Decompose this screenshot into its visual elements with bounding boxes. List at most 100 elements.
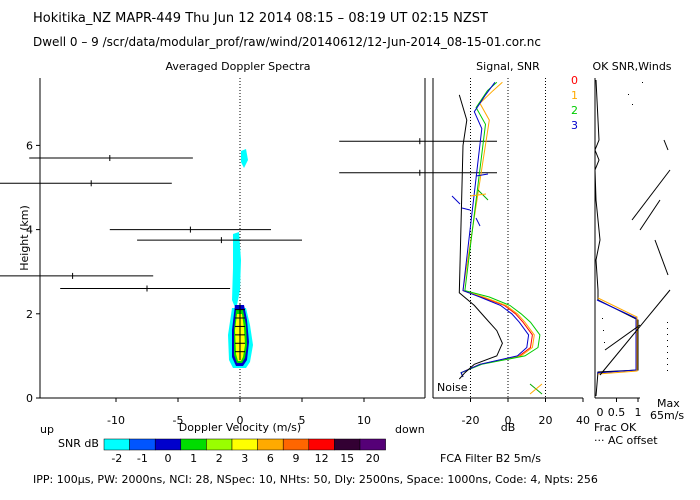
spectra-x-tick-label: -10 [107,414,125,427]
signal-legend: 0 1 2 3 [571,74,578,132]
spectra-x-tick-label: 0 [237,414,244,427]
signal-series-line [460,82,530,378]
snr-level-label: 12 [315,452,329,465]
signal-scatter-marks [451,173,543,395]
ac-dot [667,352,668,353]
ok-x-ticks: 0.5 1 0 [597,398,642,419]
signal-series-line [458,94,503,380]
ac-dot [667,364,668,365]
wind-mark [529,383,543,395]
spectral-peaks [0,138,497,292]
wind-arrow [631,169,671,221]
spectra-y-tick-label: 4 [26,224,33,237]
frac-ok-line-blue [596,299,637,374]
snr-level-label: 15 [340,452,354,465]
header-line-2: Dwell 0 – 9 /scr/data/modular_prof/raw/w… [33,35,541,49]
wind-mark [451,195,461,205]
snr-level-label: 3 [241,452,248,465]
wind-arrow [663,139,669,151]
ok-x-tick-label: 0.5 [608,406,626,419]
snr-bar-label: SNR dB [58,437,99,450]
signal-legend-entry: 2 [571,104,578,117]
ok-dot [632,104,633,105]
signal-title: Signal, SNR [476,60,540,73]
ac-dot [667,370,668,371]
snr-swatch [257,438,284,451]
spectra-x-tick-label: -5 [173,414,184,427]
wind-arrow [599,289,671,376]
noise-label: Noise [437,381,468,394]
wind-arrow [654,239,669,276]
wind-mark [461,207,471,211]
snr-swatch [359,438,386,451]
signal-legend-entry: 0 [571,74,578,87]
ok-dot [628,94,629,95]
signal-x-tick-label: 0 [505,414,512,427]
spectra-x-tick-label: 5 [299,414,306,427]
signal-x-tick-label: 40 [576,414,590,427]
frac-ok-label: Frac OK [594,421,637,434]
snr-swatch [103,438,130,451]
signal-x-ticks: -20 0 20 40 [462,398,590,427]
wind-mark [477,189,489,201]
ac-dot [667,346,668,347]
spectra-x-label: Doppler Velocity (m/s) [179,421,301,434]
snr-level-label: 0 [165,452,172,465]
snr-level-label: -2 [111,452,122,465]
ok-dot [604,342,605,343]
max-label: Max [657,397,680,410]
signal-dotted-lines [470,78,546,398]
ok-dot [603,330,604,331]
max-value: 65m/s [650,409,684,422]
contour-cyan-upper [232,232,241,310]
snr-swatch [282,438,310,451]
ok-x-tick-label-zero: 0 [597,406,604,419]
wind-mark [469,193,487,197]
signal-x-tick-label: -20 [462,414,480,427]
spectra-panel: Averaged Doppler Spectra -10 -5 0 5 10 0246 … [0,60,497,434]
signal-legend-entry: 1 [571,89,578,102]
snr-swatch [308,438,335,451]
wind-arrows [599,139,671,376]
snr-level-label: 6 [267,452,274,465]
snr-color-bar: -2 -1 0 1 2 3 6 9 12 15 20 [103,438,386,465]
snr-swatch [154,438,182,451]
spectra-y-tick-label: 0 [26,392,33,405]
ac-offset-dots [602,82,668,371]
signal-series-line [460,81,541,378]
frac-ok-line [594,79,639,397]
ok-x-tick-label: 1 [635,406,642,419]
snr-swatch [334,438,361,451]
ac-dot [667,328,668,329]
snr-level-label: 2 [216,452,223,465]
ok-title: OK SNR,Winds [592,60,671,73]
wind-mark [475,173,489,177]
snr-swatch [129,438,156,451]
signal-panel: Signal, SNR -20 0 20 40 dB Noise 0 1 2 3 [432,60,590,434]
ac-dot [667,334,668,335]
spectra-y-tick-label: 2 [26,308,33,321]
spectra-x-ticks: -10 -5 0 5 10 [107,398,371,427]
contour-cyan-top [241,149,248,168]
ok-dot [642,82,643,83]
ok-panel: OK SNR,Winds 0.5 1 0 Frac OK ··· AC offset… [592,60,684,447]
ac-dot [667,358,668,359]
snr-level-label: -1 [137,452,148,465]
signal-x-label: dB [501,421,516,434]
wind-arrow [639,199,661,231]
spectra-title: Averaged Doppler Spectra [165,60,310,73]
signal-x-tick-label: 20 [539,414,553,427]
snr-swatch [231,438,258,451]
snr-level-label: 1 [190,452,197,465]
ac-offset-label: ··· AC offset [594,434,658,447]
snr-swatch [206,438,233,451]
wind-arrow [604,324,641,351]
signal-legend-entry: 3 [571,119,578,132]
ac-dot [667,340,668,341]
frac-ok-line-yellow [597,297,638,375]
header-line-1: Hokitika_NZ MAPR-449 Thu Jun 12 2014 08:… [33,11,488,26]
fca-filter-label: FCA Filter B2 5m/s [440,452,541,465]
down-label: down [395,423,425,436]
ok-dot [602,318,603,319]
